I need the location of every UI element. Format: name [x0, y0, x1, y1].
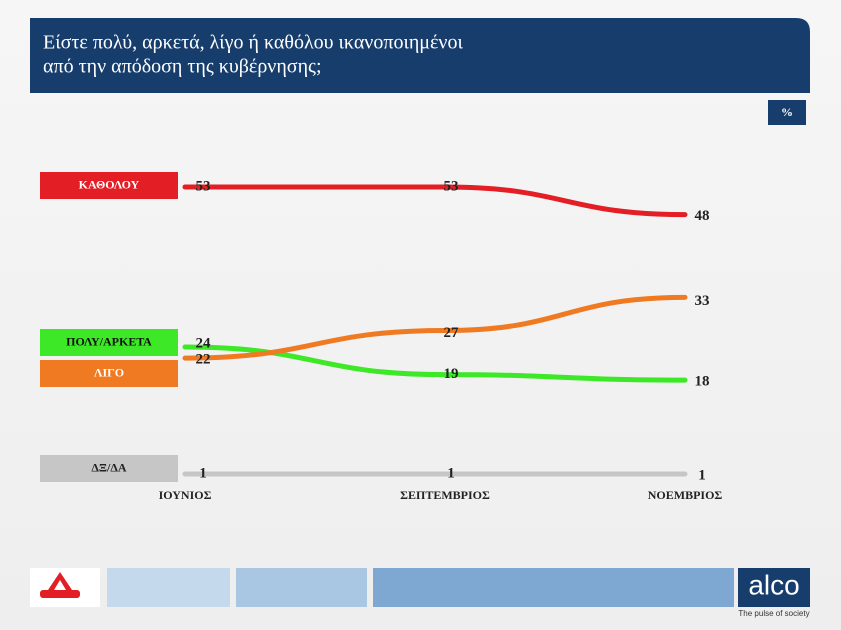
data-label: 22 [196, 352, 211, 368]
data-label: 53 [444, 178, 459, 194]
footer-bar [236, 568, 367, 607]
data-label: 18 [695, 374, 710, 390]
unit-label: % [781, 105, 793, 119]
unit-badge [768, 100, 806, 125]
data-label: 24 [196, 335, 212, 351]
footer-bar [373, 568, 734, 607]
data-label: 19 [444, 366, 459, 382]
legend-swatch [40, 329, 178, 356]
legend-label: ΔΞ/ΔΑ [91, 460, 127, 474]
logo [48, 572, 72, 590]
data-label: 1 [447, 465, 455, 481]
legend-swatch [40, 455, 178, 482]
header [30, 18, 810, 93]
data-label: 1 [199, 465, 207, 481]
legend-swatch [40, 360, 178, 387]
logo [40, 590, 80, 598]
legend-label: ΛΙΓΟ [94, 365, 124, 379]
series-line [182, 184, 688, 218]
data-label: 53 [196, 178, 211, 194]
legend-label: ΚΑΘΟΛΟΥ [79, 177, 140, 191]
data-label: 48 [695, 208, 710, 224]
data-label: 1 [698, 467, 706, 483]
x-tick-label: ΙΟΥΝΙΟΣ [159, 488, 212, 502]
brand-box [738, 568, 810, 607]
series-line [182, 294, 688, 361]
data-label: 27 [444, 325, 460, 341]
chart-title: Είστε πολύ, αρκετά, λίγο ή καθόλου ικανο… [43, 32, 463, 54]
chart-title: από την απόδοση της κυβέρνησης; [43, 56, 322, 78]
tagline: The pulse of society [738, 609, 809, 618]
x-tick-label: ΝΟΕΜΒΡΙΟΣ [648, 488, 723, 502]
footer-bar [107, 568, 230, 607]
legend-swatch [40, 172, 178, 199]
x-tick-label: ΣΕΠΤΕΜΒΡΙΟΣ [400, 488, 490, 502]
data-label: 33 [695, 293, 710, 309]
brand: alco [748, 569, 799, 600]
legend-label: ΠΟΛΥ/ΑΡΚΕΤΑ [66, 334, 152, 348]
